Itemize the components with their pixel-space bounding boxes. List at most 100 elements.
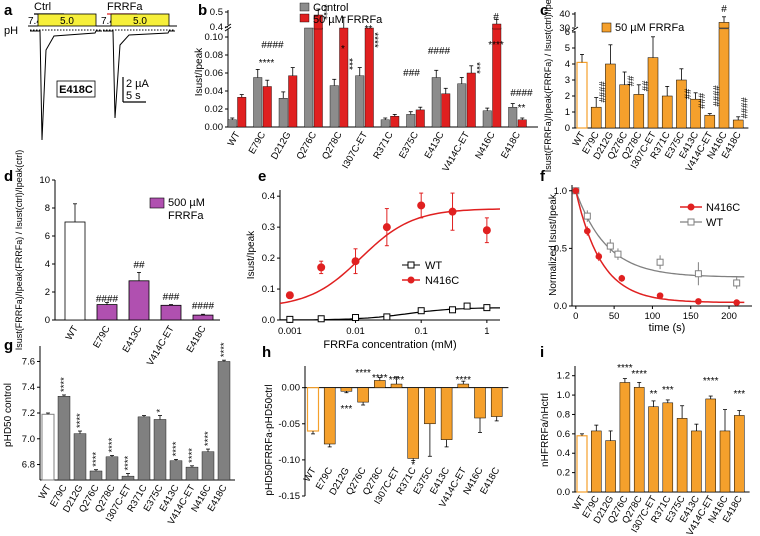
bar [734,415,745,493]
bar [89,470,103,481]
panel-b-x-tick-label: N416C [473,130,497,161]
panel-g-y-tick-label: 7.6 [22,356,35,367]
panel-d-x-tick-label: V414C-ET [145,324,177,368]
resting-ph-0: 7.4 [28,16,42,27]
panel-b-y-tick-label: 0.08 [205,50,224,61]
wt-data-point [449,306,457,314]
legend-label-n416c: N416C [706,202,740,214]
mutant-label-box [56,80,96,98]
n416c-data-point [572,187,580,195]
panel-b-x-tick-label: Q276C [295,130,320,162]
panel-c: c 0 1 2 3 4 5 630 40 Isust(FRRFa)/Ipeak(FRRFa) / … [540,0,749,174]
panel-i-y-tick-label: 0.0 [557,487,570,498]
n416c-data-point [656,292,664,299]
bar [424,387,436,425]
panel-e-x-label: FRRFa concentration (mM) [323,339,456,351]
bar-frrfa [313,27,323,128]
bar [73,433,87,481]
bar [64,221,86,321]
ph-label: pH [4,25,18,37]
panel-f-x-tick-label: 200 [721,311,737,322]
panel-e-x-tick-label: 0.01 [346,326,365,337]
panel-c-y-tick-label: 5 [565,43,570,54]
n416c-fit-curve [279,208,501,305]
bar [676,418,688,493]
ph-pulse-box-1 [110,13,170,27]
panel-e-y-tick-label: 0.1 [262,284,275,295]
bar-frrfa [390,115,400,128]
bar [705,398,716,493]
panel-c-label: c [540,2,548,19]
significance-mark: **** [203,431,214,446]
legend-marker-wt [687,218,695,226]
wt-data-point [352,314,360,322]
significance-mark: ### [403,68,420,79]
wt-data-point [614,250,622,258]
panel-a-label: a [4,2,13,19]
n416c-data-point [584,227,591,235]
panel-i-y-tick-label: 1.2 [557,371,570,382]
significance-mark: ** [365,24,373,35]
panel-i: i0.00.20.40.60.81.01.2nHFRRFa/nHctrlWTE7… [540,344,750,536]
n416c-data-point [351,257,360,266]
panel-b-y-tick-label: 0.04 [205,86,224,97]
panel-e-y-tick-label: 0.0 [262,315,275,326]
time-scale-label: 5 s [126,90,141,102]
significance-mark: *** [662,385,674,396]
significance-mark: **** [107,437,118,452]
panel-d-y-tick-label: 6 [45,231,50,242]
significance-mark: **** [318,4,329,20]
significance-mark: ## [639,81,650,92]
bar-control [227,119,237,128]
panel-f-y-tick-label: 0.5 [554,243,567,254]
bar-frrfa [288,75,298,128]
bar [676,79,687,129]
panel-i-y-tick-label: 1.0 [557,390,570,401]
n416c-data-point [317,263,326,272]
panel-d: d 0 2 4 6 8 10 Isust(FRRFa)/Ipeak(FRRFa) / Isus… [4,150,220,368]
panel-a: a pH Ctrl 7.4 5.0 FRRFa 7.4 5.0 E418C 2 µA5 s [4,1,177,141]
legend-label-frrfa: 50 µM FRRFa [313,14,383,26]
panel-g-y-tick-label: 7.4 [22,382,35,393]
panel-g-y-label: pHD50 control [3,383,14,447]
significance-mark: **** [219,342,230,357]
panel-e-x-tick-label: 0.1 [415,326,428,337]
panel-f: f 0.0 0.5 1.0 0 50 100 150 200 time (s) Normalized… [540,168,752,334]
panel-d-y-tick-label: 0 [45,315,50,326]
panel-h-y-label: pHD50FRRFa-pHD50ctrl [264,384,275,495]
bar [633,387,645,493]
bar-control [431,77,441,128]
panel-c-y-tick-label: 40 [559,9,570,20]
panel-f-x-tick-label: 150 [683,311,699,322]
legend-label-line2: FRRFa [168,210,204,222]
legend-marker-n416c [407,276,415,284]
panel-b-x-tick-label: D212G [269,130,294,162]
bar-frrfa [517,119,527,128]
bar [619,382,631,493]
panel-d-y-tick-label: 2 [45,287,50,298]
significance-mark: **** [617,363,633,374]
bar-frrfa-upper [492,23,502,30]
panel-h: h 0.00 -0.05 -0.10 -0.15pHD50FRRFa-pHD50ctrl… [262,344,509,510]
bar [217,361,231,481]
bar [137,416,151,481]
pulse-ph-0: 5.0 [60,16,74,27]
bar-control [380,119,390,128]
ph-pulse-box-0 [37,13,97,27]
significance-mark: ### [163,292,180,303]
bar-control [329,85,339,128]
bar [407,387,419,459]
n416c-data-point [482,226,491,235]
current-trace-1 [103,30,175,119]
wt-data-point [383,313,391,321]
panel-f-y-tick-label: 1.0 [554,186,567,197]
bar [647,57,659,129]
wt-data-point [286,315,294,323]
bar [340,387,353,392]
current-trace-0 [30,30,102,141]
significance-mark: #### [738,97,749,119]
panel-d-y-tick-label: 4 [45,259,50,270]
panel-h-y-tick-label: -0.15 [278,491,300,502]
bar [306,387,320,432]
